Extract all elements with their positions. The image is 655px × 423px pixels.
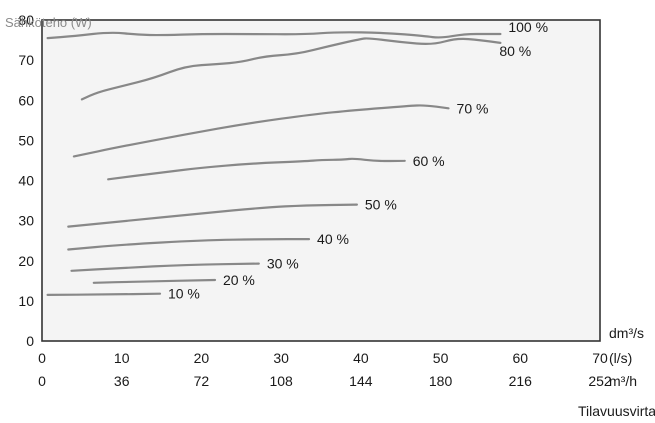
series-line [70, 262, 260, 272]
y-tick-label: 50 [18, 132, 34, 148]
y-tick-label: 80 [18, 12, 34, 28]
series-line [92, 278, 217, 284]
unit-ls: (l/s) [609, 350, 632, 366]
series-line [67, 203, 358, 228]
x-tick-label-m3h: 36 [114, 373, 130, 389]
y-axis-label: Sähköteho (W) [5, 15, 92, 30]
series-line [67, 237, 311, 251]
series-label: 30 % [267, 256, 299, 272]
x-tick-label-m3h: 0 [38, 373, 46, 389]
series-label: 100 % [508, 19, 548, 35]
x-tick-label-m3h: 216 [509, 373, 533, 389]
y-tick-label: 40 [18, 173, 34, 189]
series-label: 20 % [223, 272, 255, 288]
x-tick-label-m3h: 180 [429, 373, 453, 389]
series-label: 60 % [413, 153, 445, 169]
unit-dm3s: dm³/s [609, 325, 644, 341]
x-tick-label-m3h: 252 [588, 373, 612, 389]
unit-m3h: m³/h [609, 373, 637, 389]
y-tick-label: 30 [18, 213, 34, 229]
x-tick-label: 60 [512, 350, 528, 366]
y-tick-label: 10 [18, 293, 34, 309]
curve-labels: 100 % 80 % 70 % 60 % 50 % 40 % 30 % 20 % 10 % [168, 19, 548, 302]
x-tick-label-m3h: 144 [349, 373, 373, 389]
x-tick-label-m3h: 108 [269, 373, 293, 389]
plot-background [41, 19, 601, 342]
y-tick-label: 70 [18, 52, 34, 68]
series-label: 70 % [457, 100, 489, 116]
series-label: 10 % [168, 286, 200, 302]
x-tick-label: 40 [353, 350, 369, 366]
series-line [46, 292, 162, 296]
series-label: 40 % [317, 231, 349, 247]
x-tick-label: 10 [114, 350, 130, 366]
x-tick-label: 20 [194, 350, 210, 366]
series-line [107, 157, 406, 181]
series-label: 50 % [365, 197, 397, 213]
series-line [72, 104, 450, 158]
series-line [46, 31, 502, 40]
x-tick-label: 30 [273, 350, 289, 366]
x-tick-labels-dm3s: 0 10 20 30 40 50 60 70 [38, 350, 608, 366]
x-tick-label-m3h: 72 [194, 373, 210, 389]
x-tick-labels-m3h: 0 36 72 108 144 180 216 252 [38, 373, 612, 389]
x-tick-label: 70 [592, 350, 608, 366]
series-label: 80 % [499, 43, 531, 59]
x-tick-label: 0 [38, 350, 46, 366]
curves [46, 31, 502, 296]
y-tick-label: 0 [26, 333, 34, 349]
x-tick-label: 50 [433, 350, 449, 366]
y-tick-label: 20 [18, 253, 34, 269]
y-tick-label: 60 [18, 92, 34, 108]
series-line [80, 37, 502, 101]
x-axis-label: Tilavuusvirta [578, 403, 655, 419]
y-tick-labels: 0 10 20 30 40 50 60 70 80 [18, 12, 34, 349]
